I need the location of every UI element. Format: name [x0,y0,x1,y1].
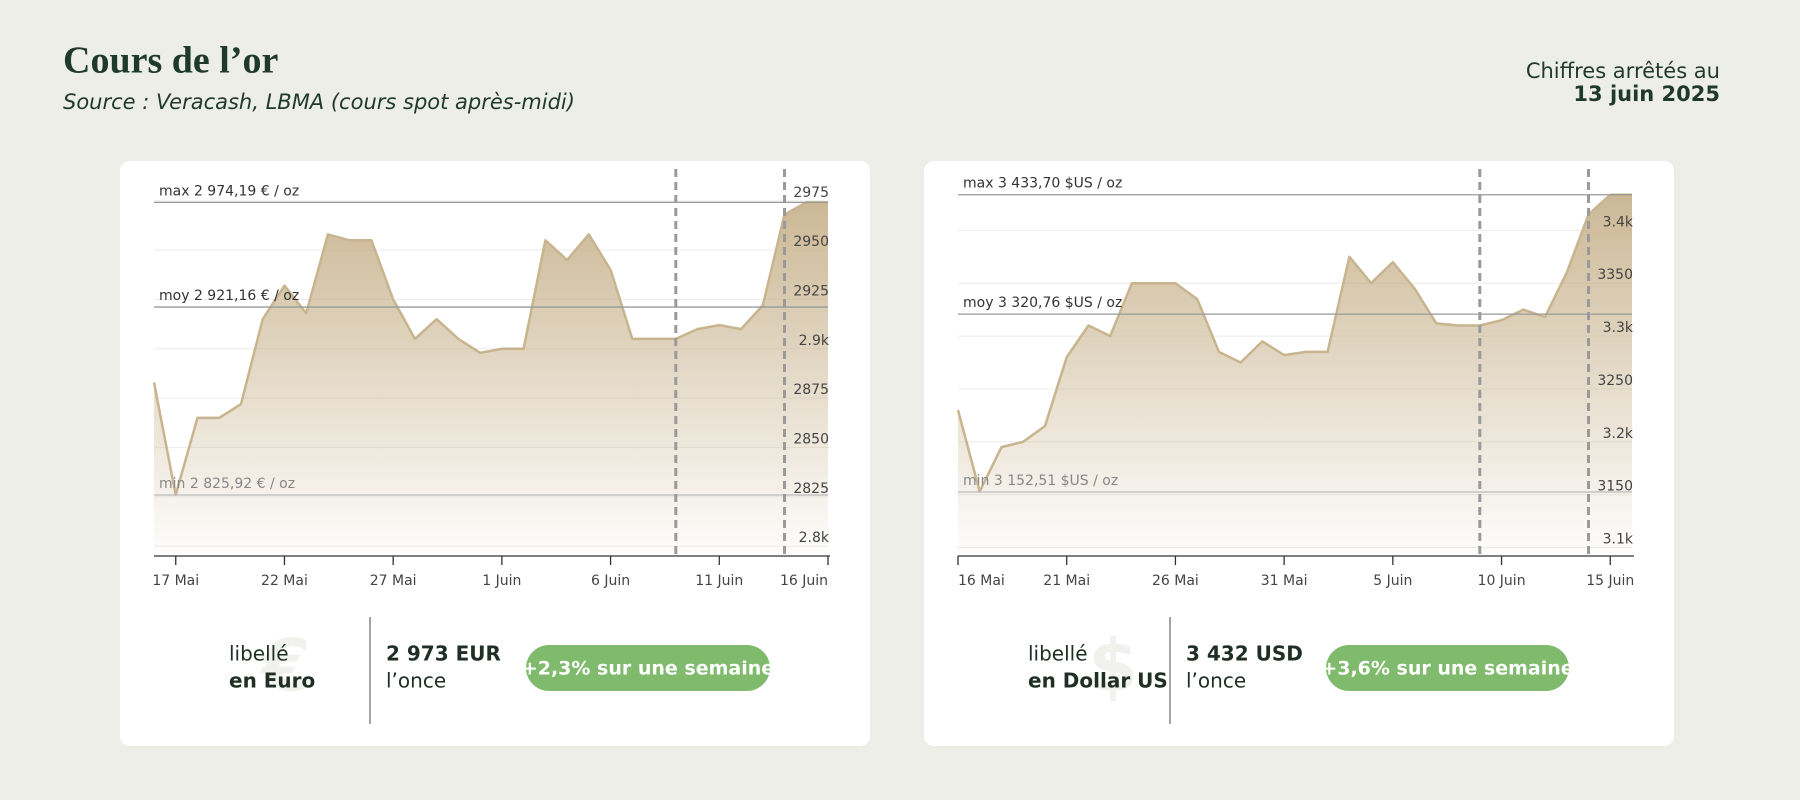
unit: l’once [386,669,446,693]
reference-label: max 3 433,70 $US / oz [963,176,1122,192]
x-tick-label: 26 Mai [1152,573,1199,589]
date-prefix: Chiffres arrêtés au [1526,59,1720,83]
reference-label: min 2 825,92 € / oz [159,476,295,492]
y-tick-label: 2975 [793,185,829,201]
y-tick-label: 2875 [793,382,829,398]
y-tick-label: 3.1k [1603,532,1634,548]
x-tick-label: 17 Mai [152,573,199,589]
reference-label: moy 3 320,76 $US / oz [963,295,1122,311]
area-fill [958,194,1632,556]
date: 13 juin 2025 [1573,82,1720,106]
y-tick-label: 3.3k [1603,320,1634,336]
x-tick-label: 21 Mai [1043,573,1090,589]
change-label: +3,6% sur une semaine [1321,658,1573,680]
page-title: Cours de l’or [63,40,278,82]
y-tick-label: 2.8k [799,530,830,546]
currency-symbol: $ [1088,624,1138,708]
currency-symbol: € [259,624,311,708]
x-tick-label: 22 Mai [261,573,308,589]
y-tick-label: 3150 [1597,479,1633,495]
y-tick-label: 2950 [793,234,829,250]
label-top: libellé [229,642,289,666]
x-tick-label: 1 Juin [482,573,521,589]
x-tick-label: 11 Juin [695,573,743,589]
y-tick-label: 2850 [793,431,829,447]
reference-label: max 2 974,19 € / oz [159,183,299,199]
unit: l’once [1186,669,1246,693]
chart-card: max 3 433,70 $US / oz moy 3 320,76 $US / … [924,161,1674,746]
reference-label: min 3 152,51 $US / oz [963,473,1118,489]
price: 3 432 USD [1186,642,1303,666]
x-tick-label: 15 Juin [1586,573,1634,589]
x-tick-label: 5 Juin [1373,573,1412,589]
chart-card: max 2 974,19 € / oz moy 2 921,16 € / oz mi… [120,161,870,746]
area-line [152,201,828,497]
y-tick-label: 2925 [793,283,829,299]
x-tick-label: 16 Mai [958,573,1005,589]
change-badge [1326,645,1569,691]
y-tick-label: 3.2k [1603,426,1634,442]
label-bottom: en Dollar US [1028,669,1168,693]
y-tick-label: 3250 [1597,373,1633,389]
area-line [956,193,1632,493]
label-top: libellé [1028,642,1088,666]
y-tick-label: 2.9k [799,333,830,349]
price: 2 973 EUR [386,642,501,666]
label-bottom: en Euro [229,669,315,693]
y-tick-label: 2825 [793,481,829,497]
change-badge [526,645,770,691]
x-tick-label: 31 Mai [1261,573,1308,589]
y-tick-label: 3.4k [1603,214,1634,230]
x-tick-label: 10 Juin [1478,573,1526,589]
area-fill [154,202,828,556]
x-tick-label: 16 Juin [780,573,828,589]
y-tick-label: 3350 [1597,267,1633,283]
reference-label: moy 2 921,16 € / oz [159,288,299,304]
x-tick-label: 6 Juin [591,573,630,589]
page-subtitle: Source : Veracash, LBMA (cours spot aprè… [63,90,575,114]
x-tick-label: 27 Mai [370,573,417,589]
change-label: +2,3% sur une semaine [522,658,774,680]
